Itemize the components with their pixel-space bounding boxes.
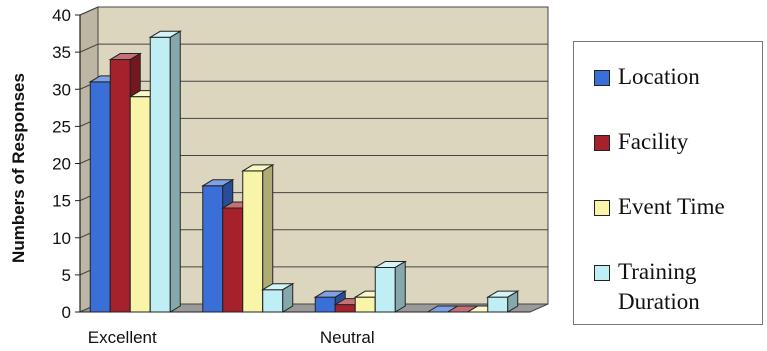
y-tick-label: 15: [52, 192, 71, 211]
y-tick-label: 10: [52, 229, 71, 248]
x-tick-label: Neutral: [320, 328, 375, 347]
legend-label: Facility: [618, 129, 689, 154]
y-tick-label: 0: [62, 303, 71, 322]
legend: Location Facility Event Time Training Durati…: [573, 41, 763, 325]
legend-label: Duration: [618, 289, 700, 314]
y-axis-label: Numbers of Responses: [9, 73, 28, 263]
legend-swatch: [594, 135, 610, 151]
y-tick-label: 35: [52, 43, 71, 62]
bars: [88, 30, 520, 313]
legend-label: Event Time: [618, 194, 725, 219]
grid-line: [79, 43, 548, 53]
y-tick-label: 40: [52, 6, 71, 25]
bar: [373, 260, 408, 313]
legend-label: Training: [618, 259, 697, 284]
grid-line: [79, 6, 548, 16]
x-tick-label: Excellent: [88, 328, 157, 347]
y-tick-label: 25: [52, 117, 71, 136]
legend-label: Location: [618, 64, 700, 89]
y-tick-label: 5: [62, 266, 71, 285]
y-tick-label: 30: [52, 80, 71, 99]
bar: [148, 30, 183, 313]
bar: [260, 282, 295, 313]
y-tick-label: 20: [52, 155, 71, 174]
legend-swatch: [594, 200, 610, 216]
x-tick-labels: Excellent Neutral: [88, 328, 375, 347]
legend-swatch: [594, 70, 610, 86]
legend-swatch: [594, 265, 610, 281]
bar: [240, 164, 275, 313]
y-tick-labels: 0 5 10 15 20 25 30 35 40: [52, 6, 71, 322]
bar: [485, 290, 520, 313]
